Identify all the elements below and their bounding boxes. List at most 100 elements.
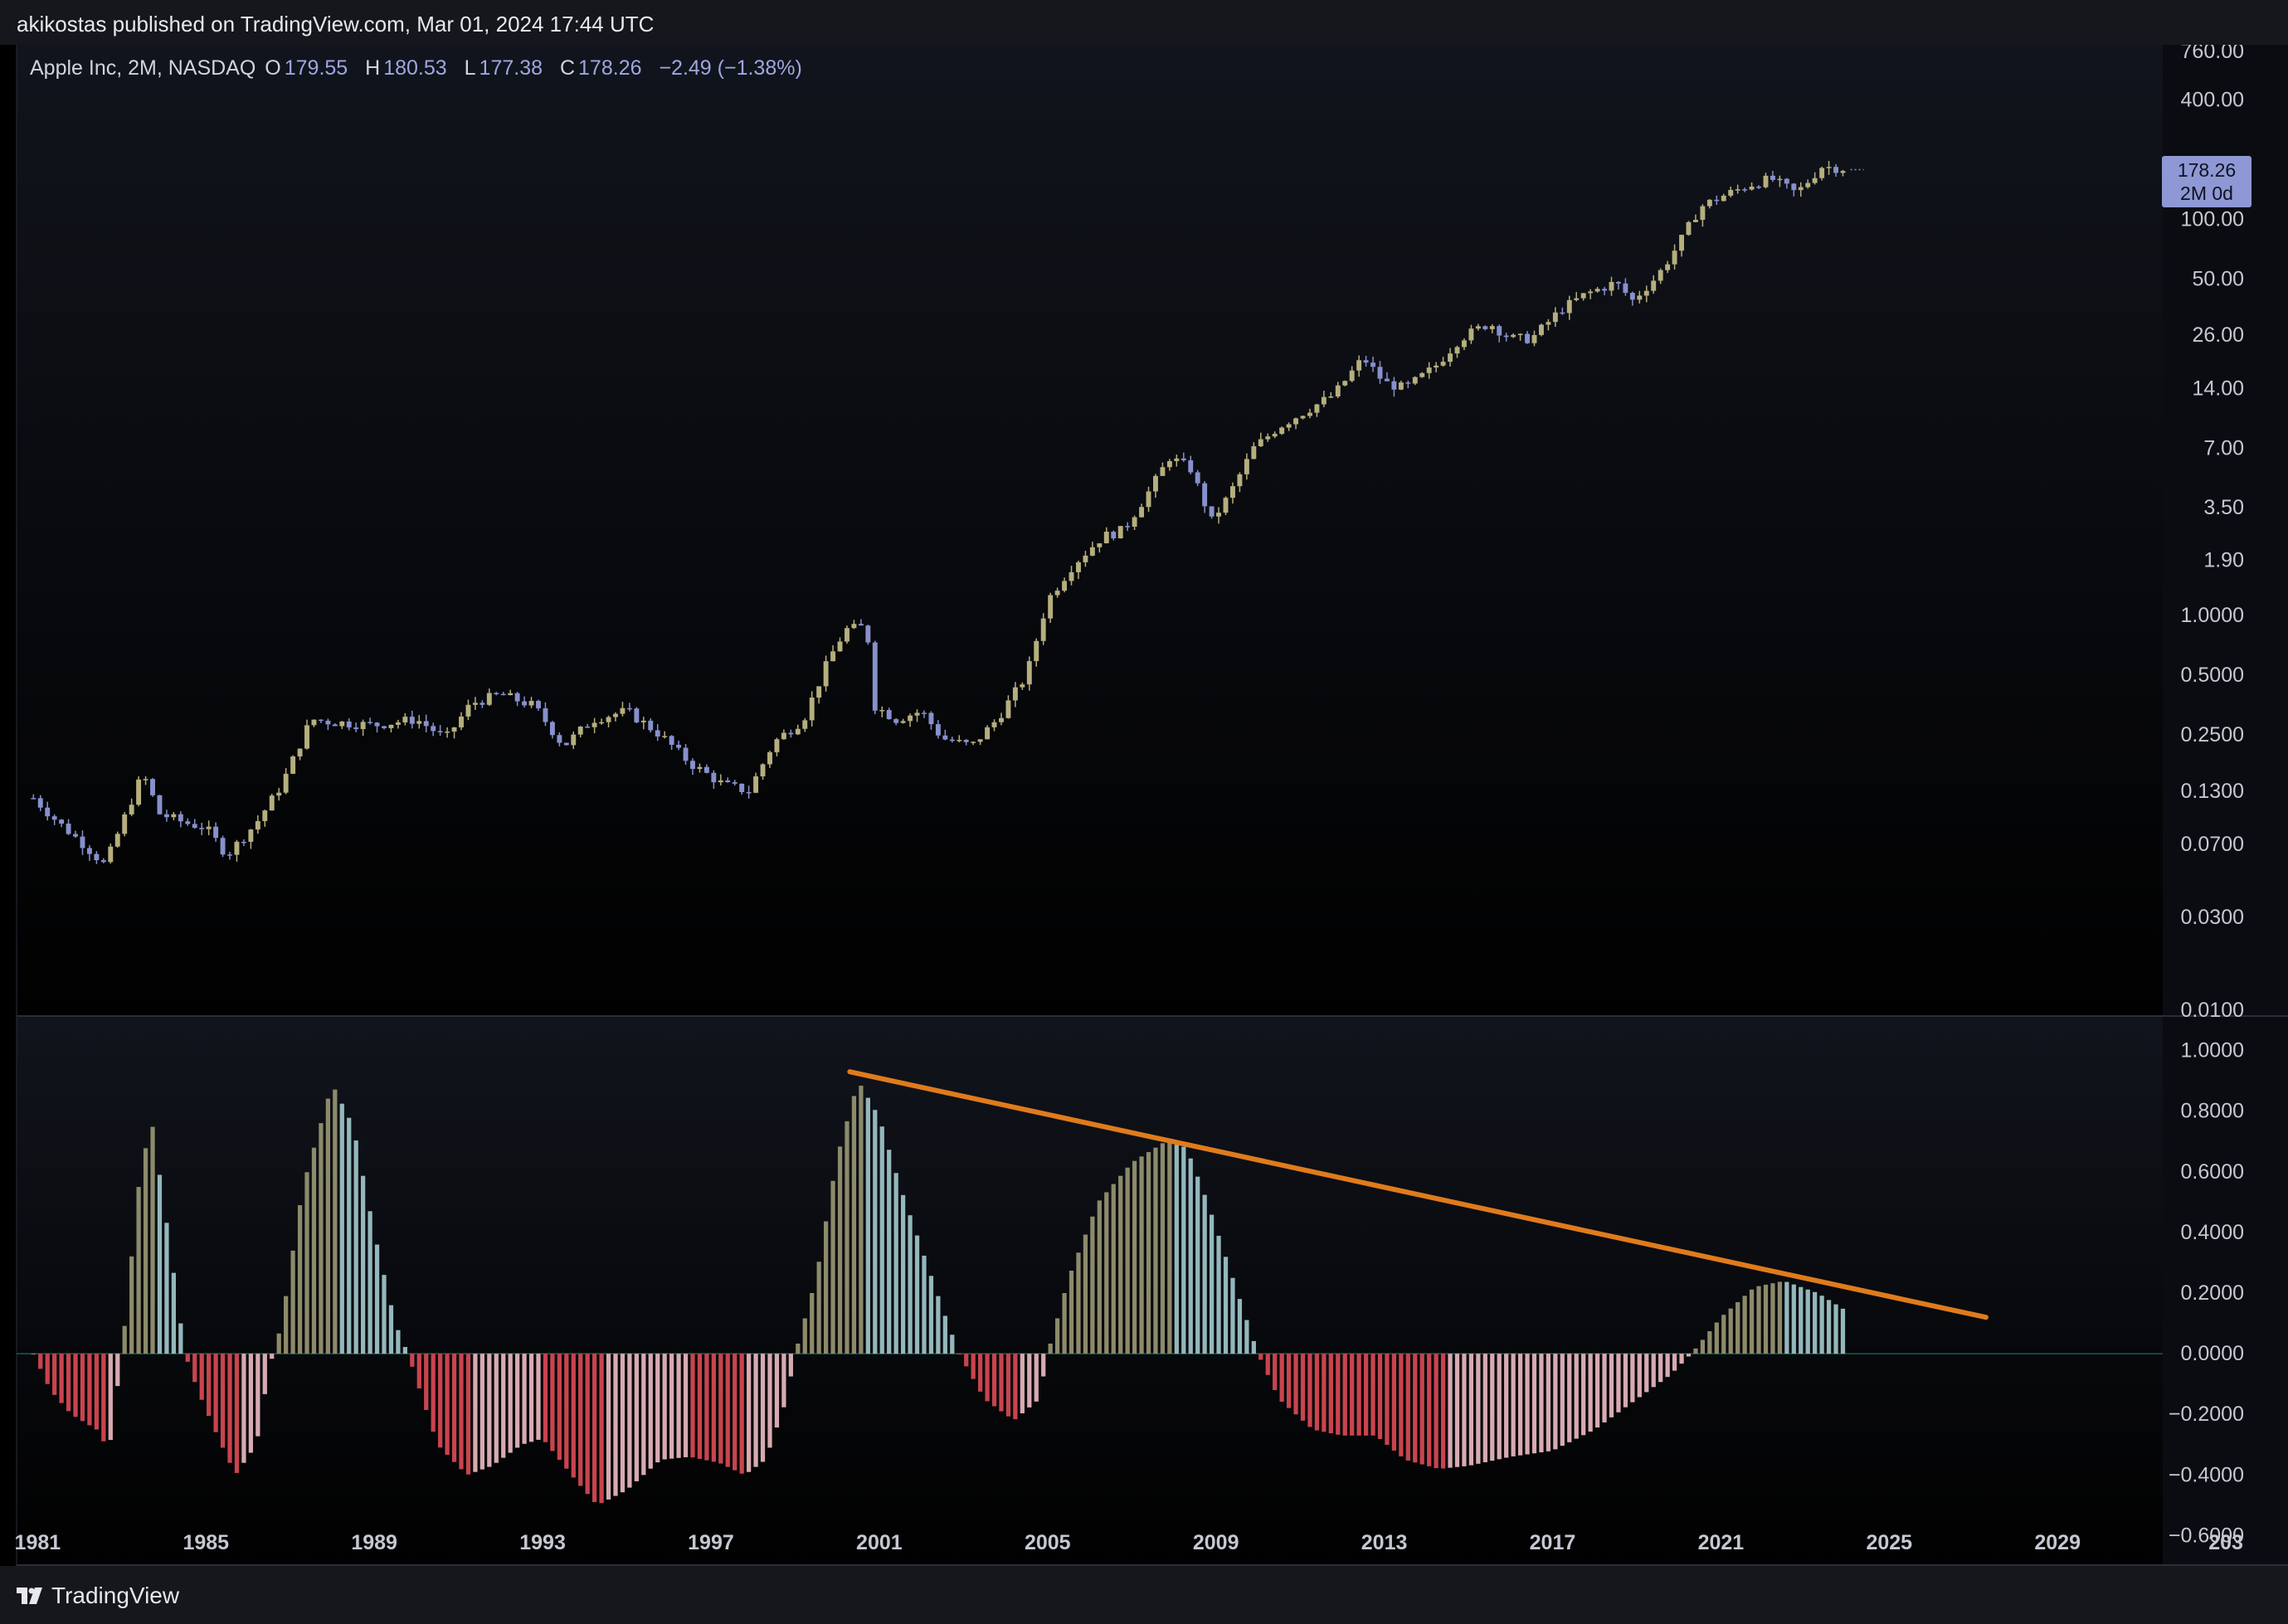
histogram-bar: [837, 1146, 843, 1354]
close-value: 178.26: [578, 56, 642, 80]
histogram-bar: [1616, 1354, 1621, 1412]
time-axis-tick: 2005: [1025, 1531, 1071, 1554]
candle-body: [1083, 555, 1088, 562]
candle-body: [108, 846, 114, 863]
candle-body: [1034, 640, 1039, 662]
histogram-bar: [606, 1354, 611, 1500]
candle-body: [957, 740, 962, 741]
candle-body: [949, 739, 955, 741]
histogram-bar: [396, 1330, 401, 1354]
histogram-bar: [1742, 1296, 1747, 1354]
symbol-name: Apple Inc, 2M, NASDAQ: [30, 56, 256, 80]
histogram-bar: [1265, 1354, 1270, 1375]
histogram-bar: [115, 1354, 120, 1387]
candle-body: [1279, 427, 1285, 435]
candle-body: [451, 727, 457, 732]
histogram-bar: [879, 1126, 884, 1354]
candle-body: [1692, 220, 1698, 222]
candle-body: [1623, 283, 1628, 294]
histogram-bar: [1623, 1354, 1628, 1408]
candle-body: [1412, 377, 1418, 384]
candle-body: [676, 744, 682, 748]
histogram-bar: [1005, 1354, 1011, 1417]
price-axis-tick: 0.0300: [2181, 906, 2244, 929]
price-axis-tick: 0.2500: [2181, 723, 2244, 746]
candle-body: [760, 764, 766, 777]
candle-body: [1742, 189, 1748, 191]
oscillator-axis-tick: 0.8000: [2181, 1100, 2244, 1123]
candle-body: [1391, 381, 1397, 390]
candle-body: [1749, 186, 1755, 190]
candle-body: [31, 798, 37, 800]
candle-body: [872, 642, 878, 711]
histogram-bar: [1833, 1304, 1838, 1354]
candle-body: [311, 719, 317, 726]
histogram-bar: [1286, 1354, 1292, 1408]
candle-body: [802, 720, 808, 729]
histogram-bar: [733, 1354, 738, 1471]
price-axis-background: [2163, 45, 2288, 1566]
candle-body: [1791, 183, 1797, 191]
candle-body: [585, 727, 591, 728]
candle-body: [1020, 684, 1025, 688]
histogram-bar: [767, 1354, 772, 1448]
candle-body: [1026, 661, 1032, 685]
histogram-bar: [1237, 1299, 1243, 1354]
histogram-bar: [1181, 1146, 1186, 1354]
candle-body: [697, 766, 703, 770]
histogram-bar: [1588, 1354, 1593, 1432]
histogram-bar: [150, 1126, 155, 1354]
candle-body: [1840, 171, 1846, 173]
candle-body: [220, 838, 226, 855]
time-axis-tick: 2009: [1193, 1531, 1239, 1554]
histogram-bar: [129, 1256, 134, 1354]
time-axis-tick: 1993: [519, 1531, 566, 1554]
candle-body: [1342, 381, 1348, 386]
candle-body: [122, 814, 128, 834]
candle-body: [1826, 167, 1832, 168]
histogram-bar: [1370, 1354, 1375, 1436]
publisher-text: akikostas published on TradingView.com, …: [17, 12, 655, 36]
tradingview-logo[interactable]: TradingView: [17, 1583, 179, 1609]
histogram-bar: [66, 1354, 71, 1412]
candle-body: [1188, 459, 1194, 473]
histogram-bar: [655, 1354, 660, 1463]
histogram-bar: [94, 1354, 99, 1430]
histogram-bar: [1819, 1296, 1824, 1354]
histogram-bar: [465, 1354, 471, 1475]
candle-body: [1293, 418, 1299, 425]
tradingview-brand: TradingView: [51, 1583, 180, 1608]
candle-body: [100, 860, 106, 863]
oscillator-axis-tick: −0.4000: [2169, 1463, 2244, 1486]
candle-body: [318, 719, 324, 722]
candle-body: [1679, 235, 1684, 251]
candle-body: [1272, 434, 1278, 437]
candle-body: [1349, 370, 1355, 382]
histogram-bar: [914, 1235, 920, 1354]
price-axis-tick: 1.0000: [2181, 604, 2244, 627]
candle-body: [1195, 472, 1200, 484]
candle-body: [431, 726, 436, 732]
histogram-bar: [1799, 1286, 1804, 1354]
candle-body: [304, 725, 309, 749]
candle-body: [163, 814, 169, 818]
histogram-bar: [1644, 1354, 1649, 1393]
histogram-bar: [339, 1103, 344, 1354]
candle-body: [549, 722, 555, 736]
histogram-bar: [788, 1354, 793, 1377]
histogram-bar: [1027, 1354, 1032, 1408]
candle-body: [1448, 353, 1453, 362]
histogram-bar: [641, 1354, 646, 1476]
histogram-bar: [319, 1123, 324, 1354]
histogram-bar: [1377, 1354, 1383, 1439]
candle-body: [416, 721, 422, 724]
candle-body: [1475, 326, 1481, 329]
candle-body: [1784, 178, 1789, 184]
histogram-bar: [227, 1354, 232, 1463]
publisher-bar: akikostas published on TradingView.com, …: [0, 0, 2288, 45]
histogram-bar: [1504, 1354, 1509, 1458]
candle-body: [914, 712, 920, 716]
histogram-bar: [290, 1250, 295, 1354]
histogram-bar: [1350, 1354, 1355, 1436]
histogram-series: [17, 1069, 2163, 1504]
